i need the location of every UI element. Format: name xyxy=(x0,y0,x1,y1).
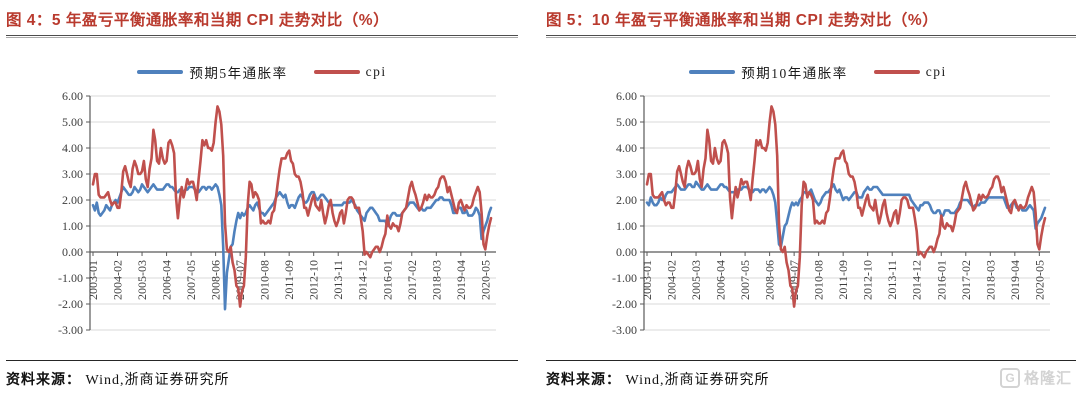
svg-text:2020-05: 2020-05 xyxy=(478,260,492,300)
svg-text:2019-04: 2019-04 xyxy=(454,260,468,300)
x-axis: 2003-01 2004-02 2005-03 2006-04 2007-05 2008-… xyxy=(640,251,1050,300)
svg-text:2007-05: 2007-05 xyxy=(184,260,198,300)
svg-text:-2.00: -2.00 xyxy=(58,297,83,311)
figure4-legend: 预期5年通胀率 cpi xyxy=(6,62,518,82)
svg-text:0.00: 0.00 xyxy=(616,245,637,259)
svg-text:5.00: 5.00 xyxy=(616,115,637,129)
source-value: Wind,浙商证券研究所 xyxy=(85,373,230,388)
breakeven5y-legend-label: 预期5年通胀率 xyxy=(189,66,288,81)
svg-text:-1.00: -1.00 xyxy=(612,271,637,285)
svg-text:2006-04: 2006-04 xyxy=(714,260,728,300)
svg-text:2016-01: 2016-01 xyxy=(380,260,394,300)
cpi-line-swatch xyxy=(873,69,920,75)
svg-text:3.00: 3.00 xyxy=(62,167,83,181)
y-axis: -3.00 -2.00 -1.00 0.00 1.00 2.00 3.00 4.00 5.00 6… xyxy=(612,89,645,337)
svg-text:0.00: 0.00 xyxy=(62,245,83,259)
svg-text:4.00: 4.00 xyxy=(62,141,83,155)
gelonghui-logo-icon: G xyxy=(999,367,1020,388)
svg-text:2008-06: 2008-06 xyxy=(209,260,223,300)
cpi-line-swatch xyxy=(313,69,360,75)
legend-item-cpi: cpi xyxy=(313,64,387,80)
svg-text:2018-03: 2018-03 xyxy=(429,260,443,300)
svg-text:2003-01: 2003-01 xyxy=(86,260,100,300)
figure5-source: 资料来源： Wind,浙商证券研究所 xyxy=(546,361,1076,389)
figure4-footer-rule xyxy=(6,360,518,361)
svg-text:2005-03: 2005-03 xyxy=(135,260,149,300)
figure4-source: 资料来源： Wind,浙商证券研究所 xyxy=(6,361,518,389)
svg-text:2003-01: 2003-01 xyxy=(640,260,654,300)
figure4-chart: -3.00 -2.00 -1.00 0.00 1.00 2.00 3.00 4.00 5.00 6… xyxy=(58,89,496,337)
svg-text:-1.00: -1.00 xyxy=(58,271,83,285)
breakeven5y-line-swatch xyxy=(137,69,184,75)
cpi-legend-label: cpi xyxy=(925,64,947,79)
svg-text:2011-09: 2011-09 xyxy=(282,260,296,300)
figure4-title-rule xyxy=(6,35,518,38)
svg-text:4.00: 4.00 xyxy=(616,141,637,155)
figure5-panel: 图 5：10 年盈亏平衡通胀率和当期 CPI 走势对比（%） 预期10年通胀率 … xyxy=(546,0,1076,401)
svg-text:2.00: 2.00 xyxy=(616,193,637,207)
svg-text:1.00: 1.00 xyxy=(616,219,637,233)
breakeven10y-line-swatch xyxy=(689,69,736,75)
svg-text:2017-02: 2017-02 xyxy=(405,260,419,300)
svg-text:6.00: 6.00 xyxy=(62,89,83,103)
svg-text:2019-04: 2019-04 xyxy=(1008,260,1022,300)
figure4-footer: 资料来源： Wind,浙商证券研究所 xyxy=(6,360,518,389)
figure5-title: 图 5：10 年盈亏平衡通胀率和当期 CPI 走势对比（%） xyxy=(546,12,939,29)
svg-text:2004-02: 2004-02 xyxy=(665,260,679,300)
figure4-panel: 图 4：5 年盈亏平衡通胀率和当期 CPI 走势对比（%） 预期5年通胀率 cp… xyxy=(6,0,518,401)
figure5-footer: 资料来源： Wind,浙商证券研究所 G 格隆汇 xyxy=(546,360,1076,389)
cpi-line xyxy=(645,105,1047,308)
series-lines xyxy=(91,105,493,311)
source-label: 资料来源： xyxy=(6,373,81,388)
svg-text:2020-05: 2020-05 xyxy=(1032,260,1046,300)
breakeven10y-legend-label: 预期10年通胀率 xyxy=(741,66,848,81)
svg-text:3.00: 3.00 xyxy=(616,167,637,181)
svg-text:6.00: 6.00 xyxy=(616,89,637,103)
svg-text:2014-12: 2014-12 xyxy=(356,260,370,300)
figure5-legend: 预期10年通胀率 cpi xyxy=(560,62,1076,82)
svg-text:2013-11: 2013-11 xyxy=(331,260,345,300)
svg-text:2011-09: 2011-09 xyxy=(836,260,850,300)
svg-text:2005-03: 2005-03 xyxy=(689,260,703,300)
gridlines xyxy=(90,95,496,331)
breakeven-inflation-line xyxy=(91,183,493,311)
cpi-legend-label: cpi xyxy=(365,64,387,79)
gelonghui-logo-text: 格隆汇 xyxy=(1023,370,1072,387)
figure4-title: 图 4：5 年盈亏平衡通胀率和当期 CPI 走势对比（%） xyxy=(6,12,390,29)
svg-text:-3.00: -3.00 xyxy=(612,323,637,337)
svg-text:2006-04: 2006-04 xyxy=(160,260,174,300)
svg-text:2014-12: 2014-12 xyxy=(910,260,924,300)
svg-text:2018-03: 2018-03 xyxy=(983,260,997,300)
svg-text:2017-02: 2017-02 xyxy=(959,260,973,300)
svg-text:1.00: 1.00 xyxy=(62,219,83,233)
breakeven-inflation-line xyxy=(645,180,1047,249)
svg-text:2012-10: 2012-10 xyxy=(307,260,321,300)
figure5-footer-rule xyxy=(546,360,1076,361)
legend-item-breakeven5y: 预期5年通胀率 xyxy=(137,62,287,82)
gelonghui-watermark: G 格隆汇 xyxy=(999,367,1072,388)
y-axis: -3.00 -2.00 -1.00 0.00 1.00 2.00 3.00 4.00 5.00 6… xyxy=(58,89,91,337)
legend-item-cpi: cpi xyxy=(873,64,947,80)
svg-text:2012-10: 2012-10 xyxy=(861,260,875,300)
source-label: 资料来源： xyxy=(546,373,621,388)
svg-text:2.00: 2.00 xyxy=(62,193,83,207)
svg-text:2010-08: 2010-08 xyxy=(258,260,272,300)
svg-text:2013-11: 2013-11 xyxy=(885,260,899,300)
series-lines xyxy=(645,105,1047,308)
gridlines xyxy=(644,95,1050,331)
svg-text:2010-08: 2010-08 xyxy=(812,260,826,300)
svg-text:2008-06: 2008-06 xyxy=(763,260,777,300)
legend-item-breakeven10y: 预期10年通胀率 xyxy=(689,62,848,82)
source-value: Wind,浙商证券研究所 xyxy=(625,373,770,388)
svg-text:2007-05: 2007-05 xyxy=(738,260,752,300)
svg-text:5.00: 5.00 xyxy=(62,115,83,129)
svg-text:-3.00: -3.00 xyxy=(58,323,83,337)
svg-text:2016-01: 2016-01 xyxy=(934,260,948,300)
cpi-line xyxy=(91,105,493,308)
figure5-chart: -3.00 -2.00 -1.00 0.00 1.00 2.00 3.00 4.00 5.00 6… xyxy=(612,89,1050,337)
figure5-title-rule xyxy=(546,35,1076,38)
svg-text:2004-02: 2004-02 xyxy=(111,260,125,300)
svg-text:-2.00: -2.00 xyxy=(612,297,637,311)
x-axis: 2003-01 2004-02 2005-03 2006-04 2007-05 2008-… xyxy=(86,251,496,300)
